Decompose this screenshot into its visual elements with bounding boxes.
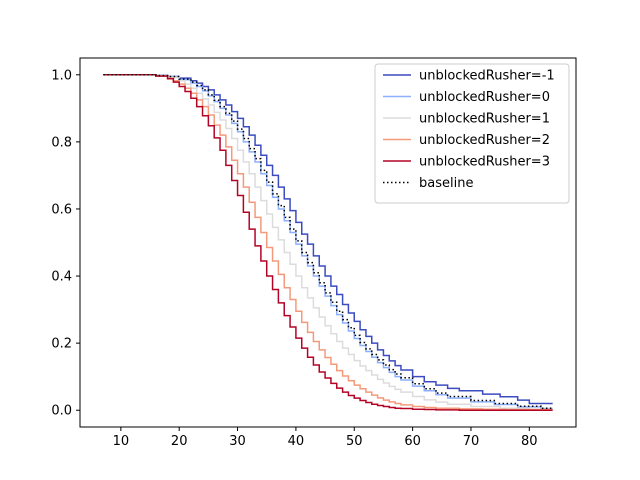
x-tick-label: 70: [463, 434, 480, 449]
legend-label: unblockedRusher=3: [419, 155, 550, 170]
y-tick-label: 0.6: [51, 202, 72, 217]
series-line-2: [103, 74, 553, 410]
series-line-4: [103, 74, 553, 411]
legend: unblockedRusher=-1 unblockedRusher=0 unblo…: [374, 63, 570, 204]
series-line-5: [103, 74, 553, 409]
x-tick-label: 40: [288, 434, 305, 449]
y-tick-label: 0.8: [51, 135, 72, 150]
y-tick-label: 0.2: [51, 337, 72, 352]
x-tick-label: 30: [229, 434, 246, 449]
legend-box: [374, 63, 570, 204]
axes-frame: [79, 57, 577, 428]
legend-label: unblockedRusher=-1: [419, 69, 555, 84]
y-axis: 0.0 0.2 0.4 0.6 0.8 1.0: [51, 68, 80, 419]
x-tick-label: 80: [521, 434, 538, 449]
x-axis: 10 20 30 40 50 60 70 80: [113, 427, 538, 449]
x-tick-label: 50: [346, 434, 363, 449]
legend-label: unblockedRusher=2: [419, 133, 550, 148]
x-tick-label: 10: [113, 434, 130, 449]
x-tick-label: 20: [171, 434, 188, 449]
legend-label: baseline: [419, 176, 473, 191]
y-tick-label: 0.0: [51, 404, 72, 419]
series-layer: [103, 74, 553, 411]
legend-label: unblockedRusher=0: [419, 90, 550, 105]
y-tick-label: 0.4: [51, 270, 72, 285]
series-line-3: [103, 74, 553, 411]
series-line-0: [103, 74, 553, 405]
y-tick-label: 1.0: [51, 68, 72, 83]
series-line-1: [103, 74, 553, 410]
legend-label: unblockedRusher=1: [419, 112, 550, 127]
x-tick-label: 60: [404, 434, 421, 449]
